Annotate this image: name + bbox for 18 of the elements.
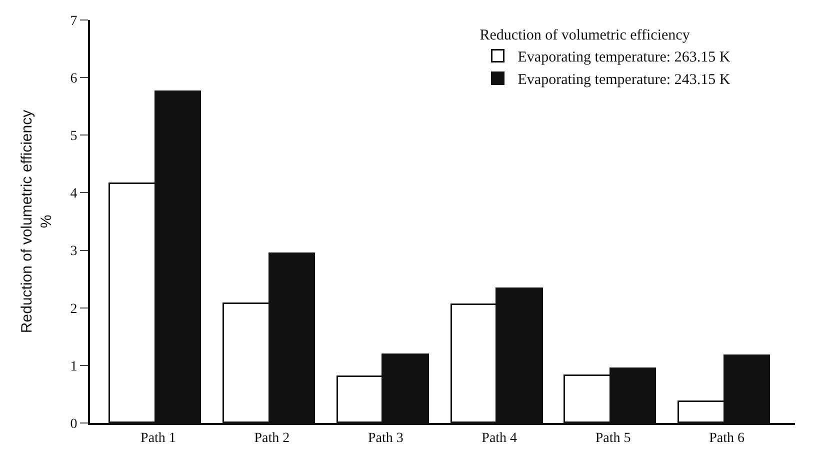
y-axis-title: Reduction of volumetric efficiency % (18, 109, 55, 334)
y-tick-label: 3 (70, 244, 78, 260)
y-tick-label: 5 (70, 129, 78, 144)
y-tick-label: 7 (70, 14, 78, 29)
x-tick-label: Path 5 (595, 430, 631, 446)
y-tick-label: 2 (70, 302, 78, 317)
y-tick-label: 4 (70, 186, 78, 202)
y-tick-label: 0 (70, 416, 78, 432)
legend-label: Evaporating temperature: 243.15 K (518, 72, 730, 88)
x-tick-label: Path 3 (368, 430, 404, 446)
x-tick-label: Path 4 (482, 430, 518, 446)
legend-label: Evaporating temperature: 263.15 K (518, 50, 730, 66)
x-tick-label: Path 6 (709, 430, 744, 446)
legend-title: Reduction of volumetric efficiency (480, 28, 690, 44)
y-tick-label: 1 (70, 359, 78, 374)
x-tick-label: Path 2 (254, 430, 290, 446)
x-tick-label: Path 1 (140, 430, 176, 446)
y-tick-label: 6 (70, 71, 78, 86)
